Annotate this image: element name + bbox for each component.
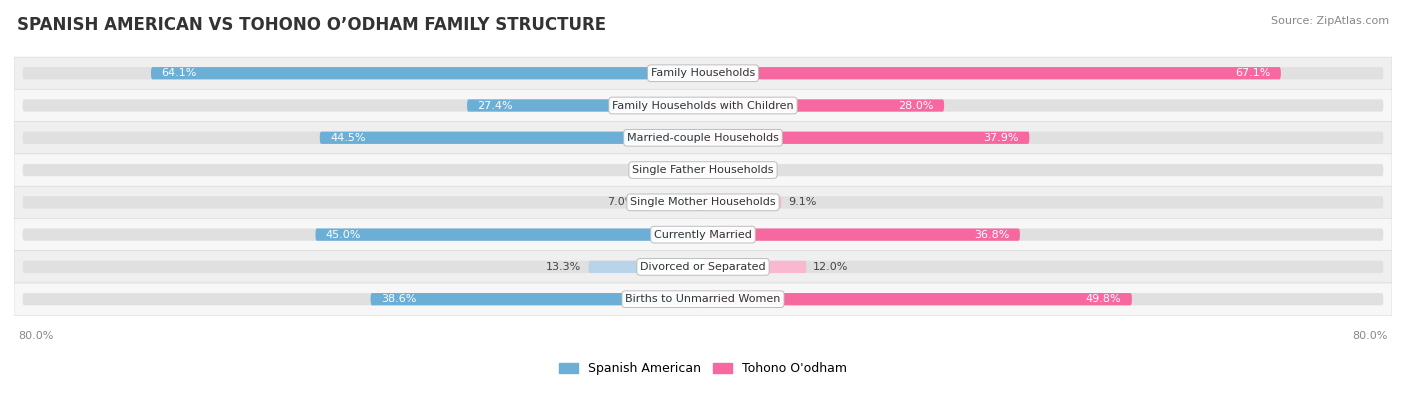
FancyBboxPatch shape — [703, 261, 807, 273]
FancyBboxPatch shape — [703, 196, 782, 209]
FancyBboxPatch shape — [703, 228, 1384, 241]
Text: 12.0%: 12.0% — [813, 262, 849, 272]
FancyBboxPatch shape — [22, 100, 703, 112]
FancyBboxPatch shape — [22, 67, 703, 79]
Text: 27.4%: 27.4% — [478, 100, 513, 111]
Text: SPANISH AMERICAN VS TOHONO O’ODHAM FAMILY STRUCTURE: SPANISH AMERICAN VS TOHONO O’ODHAM FAMIL… — [17, 16, 606, 34]
Text: 36.8%: 36.8% — [974, 229, 1010, 240]
FancyBboxPatch shape — [22, 228, 703, 241]
FancyBboxPatch shape — [703, 67, 1384, 79]
FancyBboxPatch shape — [679, 164, 703, 176]
FancyBboxPatch shape — [22, 132, 703, 144]
Text: 67.1%: 67.1% — [1234, 68, 1271, 78]
Text: 2.8%: 2.8% — [644, 165, 672, 175]
Text: Births to Unmarried Women: Births to Unmarried Women — [626, 294, 780, 304]
FancyBboxPatch shape — [14, 283, 1392, 315]
Text: 80.0%: 80.0% — [1353, 331, 1388, 341]
FancyBboxPatch shape — [22, 196, 703, 209]
FancyBboxPatch shape — [315, 228, 703, 241]
Text: Family Households with Children: Family Households with Children — [612, 100, 794, 111]
Text: Currently Married: Currently Married — [654, 229, 752, 240]
FancyBboxPatch shape — [14, 89, 1392, 122]
FancyBboxPatch shape — [643, 196, 703, 209]
Text: Single Father Households: Single Father Households — [633, 165, 773, 175]
FancyBboxPatch shape — [703, 196, 1384, 209]
FancyBboxPatch shape — [22, 164, 703, 176]
FancyBboxPatch shape — [14, 122, 1392, 154]
Text: 38.6%: 38.6% — [381, 294, 416, 304]
Legend: Spanish American, Tohono O'odham: Spanish American, Tohono O'odham — [554, 357, 852, 380]
Text: 7.0%: 7.0% — [607, 198, 636, 207]
Text: 64.1%: 64.1% — [162, 68, 197, 78]
FancyBboxPatch shape — [371, 293, 703, 305]
FancyBboxPatch shape — [467, 100, 703, 112]
FancyBboxPatch shape — [14, 57, 1392, 89]
FancyBboxPatch shape — [14, 186, 1392, 218]
FancyBboxPatch shape — [703, 293, 1132, 305]
Text: Divorced or Separated: Divorced or Separated — [640, 262, 766, 272]
Text: 44.5%: 44.5% — [330, 133, 366, 143]
Text: Family Households: Family Households — [651, 68, 755, 78]
Text: 9.1%: 9.1% — [789, 198, 817, 207]
FancyBboxPatch shape — [319, 132, 703, 144]
FancyBboxPatch shape — [22, 293, 703, 305]
FancyBboxPatch shape — [703, 100, 1384, 112]
FancyBboxPatch shape — [703, 132, 1384, 144]
FancyBboxPatch shape — [703, 164, 1384, 176]
Text: Married-couple Households: Married-couple Households — [627, 133, 779, 143]
FancyBboxPatch shape — [703, 228, 1019, 241]
FancyBboxPatch shape — [703, 293, 1384, 305]
FancyBboxPatch shape — [14, 251, 1392, 283]
FancyBboxPatch shape — [703, 67, 1281, 79]
Text: Single Mother Households: Single Mother Households — [630, 198, 776, 207]
FancyBboxPatch shape — [14, 154, 1392, 186]
FancyBboxPatch shape — [150, 67, 703, 79]
FancyBboxPatch shape — [703, 132, 1029, 144]
Text: 3.8%: 3.8% — [742, 165, 770, 175]
Text: 28.0%: 28.0% — [898, 100, 934, 111]
Text: 80.0%: 80.0% — [18, 331, 53, 341]
Text: Source: ZipAtlas.com: Source: ZipAtlas.com — [1271, 16, 1389, 26]
FancyBboxPatch shape — [589, 261, 703, 273]
FancyBboxPatch shape — [703, 261, 1384, 273]
FancyBboxPatch shape — [22, 261, 703, 273]
Text: 45.0%: 45.0% — [326, 229, 361, 240]
Text: 37.9%: 37.9% — [984, 133, 1019, 143]
Text: 13.3%: 13.3% — [547, 262, 582, 272]
FancyBboxPatch shape — [14, 218, 1392, 251]
FancyBboxPatch shape — [703, 100, 945, 112]
Text: 49.8%: 49.8% — [1085, 294, 1122, 304]
FancyBboxPatch shape — [703, 164, 735, 176]
